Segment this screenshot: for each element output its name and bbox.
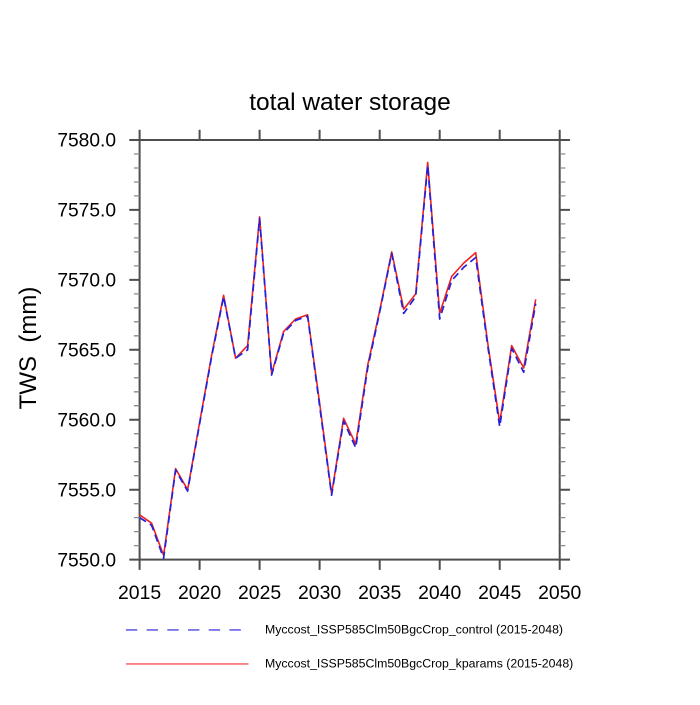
svg-text:7580.0: 7580.0 <box>57 131 116 152</box>
svg-text:total water storage: total water storage <box>249 89 451 116</box>
svg-text:TWS (mm): TWS (mm) <box>15 287 42 410</box>
svg-text:7570.0: 7570.0 <box>57 271 116 292</box>
svg-text:7555.0: 7555.0 <box>57 480 116 501</box>
svg-text:2035: 2035 <box>358 582 401 604</box>
svg-text:7560.0: 7560.0 <box>57 410 116 431</box>
svg-text:2020: 2020 <box>178 582 221 604</box>
svg-text:7550.0: 7550.0 <box>57 550 116 571</box>
svg-text:2015: 2015 <box>118 582 161 604</box>
svg-text:2050: 2050 <box>538 582 581 604</box>
svg-text:Myccost_ISSP585Clm50BgcCrop_co: Myccost_ISSP585Clm50BgcCrop_control (201… <box>265 622 563 636</box>
svg-text:2030: 2030 <box>298 582 341 604</box>
svg-text:2045: 2045 <box>478 582 521 604</box>
svg-text:Myccost_ISSP585Clm50BgcCrop_kp: Myccost_ISSP585Clm50BgcCrop_kparams (201… <box>265 656 573 670</box>
svg-text:2040: 2040 <box>418 582 461 604</box>
svg-text:7565.0: 7565.0 <box>57 341 116 362</box>
svg-text:2025: 2025 <box>238 582 281 604</box>
svg-text:7575.0: 7575.0 <box>57 201 116 222</box>
